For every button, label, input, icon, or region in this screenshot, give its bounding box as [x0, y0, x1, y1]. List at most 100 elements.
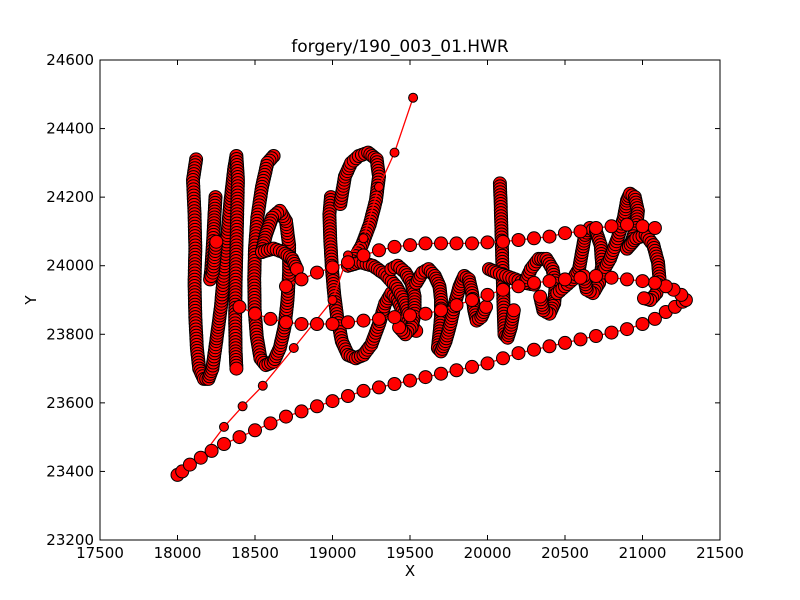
data-point	[182, 457, 197, 472]
data-point	[229, 361, 244, 376]
signature-stroke-2	[203, 190, 224, 287]
data-point	[637, 291, 651, 306]
data-point	[449, 236, 464, 251]
data-point	[573, 224, 588, 239]
data-point	[527, 231, 541, 246]
data-point	[480, 235, 495, 250]
data-point	[465, 359, 479, 374]
data-point	[418, 236, 433, 251]
data-point	[356, 383, 371, 398]
data-point	[533, 289, 548, 304]
data-point	[620, 272, 634, 287]
data-point	[263, 416, 278, 431]
data-point	[449, 298, 464, 313]
x-tick-label: 17500	[76, 544, 124, 562]
signature-stroke-5	[322, 190, 424, 366]
data-point	[511, 346, 526, 361]
chart-title: forgery/190_003_01.HWR	[291, 37, 509, 57]
data-point	[193, 450, 208, 465]
data-point	[496, 234, 510, 249]
data-point	[647, 275, 662, 290]
y-tick-label: 24600	[46, 51, 94, 69]
data-point	[279, 315, 293, 330]
data-point	[418, 370, 433, 385]
data-point	[232, 299, 247, 314]
data-point	[558, 335, 572, 350]
data-point	[558, 272, 572, 287]
data-point	[506, 303, 521, 318]
data-point	[573, 270, 588, 285]
data-point	[647, 221, 662, 235]
data-point	[237, 401, 248, 412]
x-tick-label: 19500	[386, 544, 434, 562]
data-point	[573, 332, 588, 347]
data-point	[479, 299, 493, 314]
data-point	[325, 394, 340, 409]
data-point	[604, 270, 619, 285]
data-point	[356, 248, 371, 263]
data-point	[387, 377, 402, 391]
data-point	[496, 282, 510, 297]
x-tick-label: 19000	[309, 544, 357, 562]
data-point	[341, 315, 355, 330]
signature-stroke-4	[255, 241, 304, 277]
data-point	[647, 311, 662, 326]
data-point	[542, 274, 557, 289]
data-point	[403, 373, 417, 388]
x-tick-label: 21500	[696, 544, 744, 562]
data-layer	[170, 92, 693, 482]
data-point	[294, 317, 309, 331]
data-point	[387, 310, 402, 325]
data-point	[248, 306, 262, 321]
data-point	[310, 399, 324, 414]
data-point	[434, 366, 448, 381]
x-tick-label: 18000	[154, 544, 202, 562]
data-point	[480, 356, 495, 371]
data-point	[341, 255, 355, 270]
data-point	[511, 233, 526, 247]
data-point	[279, 279, 293, 294]
data-point	[449, 363, 464, 378]
data-point	[620, 217, 634, 232]
data-point	[620, 322, 634, 337]
data-point	[310, 317, 324, 331]
data-point	[358, 233, 369, 244]
data-point	[589, 221, 603, 235]
data-point	[209, 234, 224, 249]
data-point	[465, 236, 479, 251]
data-point	[248, 423, 262, 438]
data-point	[374, 181, 384, 192]
data-point	[294, 404, 309, 419]
data-point	[418, 306, 433, 321]
data-point	[372, 243, 386, 258]
data-point	[511, 279, 526, 294]
data-point	[219, 421, 229, 432]
data-point	[558, 226, 572, 241]
data-point	[635, 219, 650, 234]
data-point	[589, 329, 603, 343]
y-tick-label: 24200	[46, 188, 94, 206]
data-point	[204, 443, 219, 458]
data-point	[327, 295, 338, 305]
data-point	[288, 343, 299, 353]
data-point	[604, 325, 619, 340]
data-point	[434, 303, 448, 318]
data-point	[387, 239, 402, 254]
data-point	[372, 380, 386, 395]
data-point	[279, 409, 293, 424]
y-tick-label: 23200	[46, 531, 94, 549]
data-point	[263, 311, 278, 326]
data-point	[356, 313, 371, 328]
x-tick-label: 20500	[541, 544, 589, 562]
data-point	[604, 219, 619, 234]
data-point	[527, 275, 541, 290]
x-tick-label: 21000	[619, 544, 667, 562]
data-point	[389, 147, 400, 158]
y-tick-label: 23400	[46, 462, 94, 480]
data-point	[408, 92, 419, 103]
y-tick-label: 24000	[46, 257, 94, 275]
data-point	[372, 311, 386, 326]
data-point	[496, 351, 510, 366]
data-point	[217, 437, 231, 451]
